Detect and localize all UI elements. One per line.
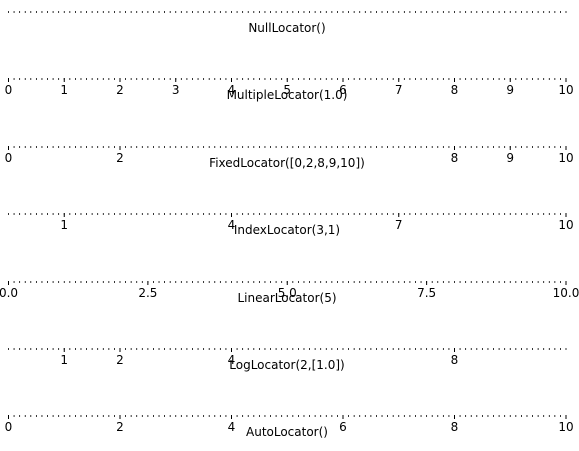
- tick-label: 8: [451, 83, 459, 97]
- axis-panel: NullLocator(): [8, 11, 567, 35]
- tick-label: 2: [116, 353, 124, 367]
- panel-title: NullLocator(): [248, 21, 325, 35]
- tick-label: 1: [60, 353, 68, 367]
- tick-label: 10: [558, 83, 573, 97]
- tick-label: 9: [506, 151, 514, 165]
- tick-label: 4: [228, 420, 236, 434]
- tick-label: 10: [558, 218, 573, 232]
- tick-label: 7: [395, 218, 403, 232]
- axis-panel: 0 2 4 6 8 10 AutoLocator(): [5, 415, 574, 439]
- tick-label: 5: [283, 83, 291, 97]
- tick-label: 5.0: [278, 286, 297, 300]
- tick-label: 0: [5, 420, 13, 434]
- tick-label: 3: [172, 83, 180, 97]
- tick-label: 8: [451, 420, 459, 434]
- panel-title: LinearLocator(5): [237, 291, 336, 305]
- panel-title: MultipleLocator(1.0): [227, 88, 348, 102]
- tick-label: 0: [5, 151, 13, 165]
- axis-panel: 0.0 2.5 5.0 7.5 10.0 LinearLocator(5): [0, 281, 579, 305]
- tick-label: 6: [339, 83, 347, 97]
- tick-label: 2: [116, 83, 124, 97]
- tick-label: 10.0: [553, 286, 579, 300]
- axis-panel: 1 2 4 8 LogLocator(2,[1.0]): [8, 348, 567, 372]
- tick-label: 2: [116, 420, 124, 434]
- tick-label: 2: [116, 151, 124, 165]
- tick-label: 9: [506, 83, 514, 97]
- tick-label: 7.5: [417, 286, 436, 300]
- tick-label: 1: [60, 83, 68, 97]
- axis-panel: 1 4 7 10 IndexLocator(3,1): [8, 213, 574, 237]
- tick-label: 0: [5, 83, 13, 97]
- tick-label: 4: [228, 83, 236, 97]
- tick-label: 1: [60, 218, 68, 232]
- tick-label: 8: [451, 151, 459, 165]
- tick-label: 4: [228, 218, 236, 232]
- axis-panel: 0 2 8 9 10 FixedLocator([0,2,8,9,10]): [5, 146, 574, 170]
- tick-label: 10: [558, 420, 573, 434]
- tick-label: 8: [451, 353, 459, 367]
- tick-label: 4: [228, 353, 236, 367]
- axis-panel: 0 1 2 3 4 5 6 7 8 9 10 MultipleLocator(1.0): [5, 78, 574, 102]
- tick-label: 2.5: [138, 286, 157, 300]
- tick-label: 7: [395, 83, 403, 97]
- tick-label: 6: [339, 420, 347, 434]
- panel-title: FixedLocator([0,2,8,9,10]): [209, 156, 365, 170]
- panel-title: AutoLocator(): [246, 425, 328, 439]
- panel-title: IndexLocator(3,1): [234, 223, 340, 237]
- tick-label: 10: [558, 151, 573, 165]
- tick-label: 0.0: [0, 286, 18, 300]
- panel-title: LogLocator(2,[1.0]): [229, 358, 344, 372]
